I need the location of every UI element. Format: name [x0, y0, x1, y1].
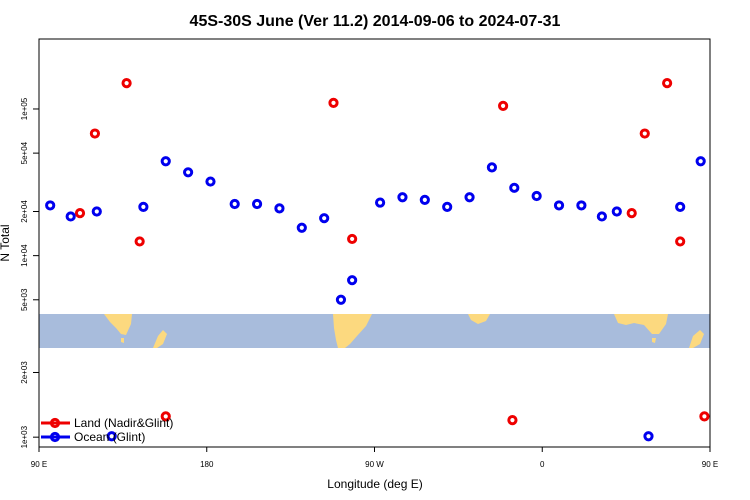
- land-point-13: [699, 411, 710, 422]
- ocean-point-0: [45, 200, 56, 211]
- map-land: [104, 314, 704, 348]
- ocean-point-23: [553, 200, 565, 211]
- y-lower-tick-label-1: 2e+03: [20, 361, 29, 384]
- ocean-point-8: [229, 198, 240, 210]
- land-point-0: [74, 208, 86, 219]
- ocean-point-10: [274, 203, 285, 214]
- ocean-point-17: [419, 194, 430, 205]
- y-lower-tick-label-0: 1e+03: [20, 425, 29, 448]
- plot-frame: [38, 38, 711, 448]
- y-upper-tick-label-4: 1e+05: [20, 97, 29, 120]
- ocean-point-6: [183, 167, 194, 178]
- ocean-point-2: [91, 206, 102, 217]
- land-point-3: [134, 236, 145, 247]
- land-point-9: [626, 208, 637, 219]
- legend-marker-ocean: [49, 431, 61, 443]
- y-axis-label: N Total: [0, 224, 12, 261]
- land-point-4: [160, 411, 171, 422]
- ocean-point-29: [695, 156, 706, 167]
- ocean-point-11: [296, 222, 307, 233]
- ocean-point-4: [138, 201, 149, 212]
- ocean-point-22: [531, 190, 542, 202]
- legend: Land (Nadir&Glint) Ocean (Glint): [41, 416, 173, 444]
- ocean-point-19: [464, 192, 475, 203]
- y-upper-tick-label-0: 5e+03: [20, 288, 29, 311]
- ocean-point-25: [596, 211, 607, 222]
- land-shape-4: [468, 314, 490, 324]
- land-point-8: [507, 415, 518, 426]
- y-upper-tick-label-3: 5e+04: [20, 141, 29, 164]
- map-strip: [39, 314, 710, 348]
- ocean-point-24: [576, 200, 587, 211]
- land-point-6: [347, 233, 358, 245]
- ocean-point-3: [106, 431, 117, 442]
- x-tick-label-0: 90 E: [31, 460, 47, 469]
- x-axis: 90 E 180 90 W 0 90 E: [31, 447, 718, 469]
- legend-label-ocean: Ocean (Glint): [74, 430, 145, 444]
- data-points: [45, 78, 710, 442]
- land-shape-6: [652, 338, 656, 343]
- ocean-point-18: [442, 201, 453, 212]
- ocean-point-16: [397, 192, 408, 203]
- legend-marker-land: [49, 417, 61, 429]
- y-upper-tick-label-2: 2e+04: [20, 200, 29, 223]
- ocean-point-21: [509, 182, 520, 193]
- land-point-7: [498, 100, 509, 111]
- ocean-point-12: [319, 213, 330, 224]
- map-ocean: [39, 314, 710, 348]
- ocean-point-7: [205, 176, 216, 187]
- land-shape-1: [121, 338, 124, 343]
- legend-label-land: Land (Nadir&Glint): [74, 416, 173, 430]
- ocean-point-20: [486, 162, 498, 173]
- land-point-12: [675, 236, 686, 247]
- land-point-10: [639, 128, 650, 139]
- x-tick-label-4: 90 E: [702, 460, 718, 469]
- land-shape-5: [614, 314, 668, 334]
- y-upper-tick-label-1: 1e+04: [20, 244, 29, 267]
- land-shape-2: [153, 330, 167, 348]
- x-tick-label-2: 90 W: [365, 460, 384, 469]
- ocean-point-26: [611, 206, 622, 217]
- x-axis-label: Longitude (deg E): [327, 477, 422, 491]
- land-point-5: [328, 97, 339, 109]
- ocean-point-27: [643, 431, 654, 442]
- land-point-2: [121, 78, 132, 89]
- ocean-point-15: [374, 197, 386, 208]
- x-tick-label-1: 180: [200, 460, 214, 469]
- land-shape-0: [104, 314, 132, 335]
- ocean-point-5: [160, 156, 171, 167]
- y-axis: 5e+03 1e+04 2e+04 5e+04 1e+05 1e+03 2e+03: [20, 97, 39, 448]
- land-shape-7: [689, 330, 704, 348]
- ocean-point-14: [347, 275, 358, 286]
- land-point-1: [89, 128, 101, 139]
- chart-title: 45S-30S June (Ver 11.2) 2014-09-06 to 20…: [190, 13, 561, 30]
- land-shape-3: [333, 314, 372, 348]
- x-tick-label-3: 0: [540, 460, 545, 469]
- ocean-point-28: [675, 201, 686, 212]
- land-point-11: [662, 78, 673, 89]
- ocean-point-1: [65, 211, 76, 222]
- ocean-point-13: [335, 294, 347, 305]
- ocean-point-9: [251, 198, 263, 210]
